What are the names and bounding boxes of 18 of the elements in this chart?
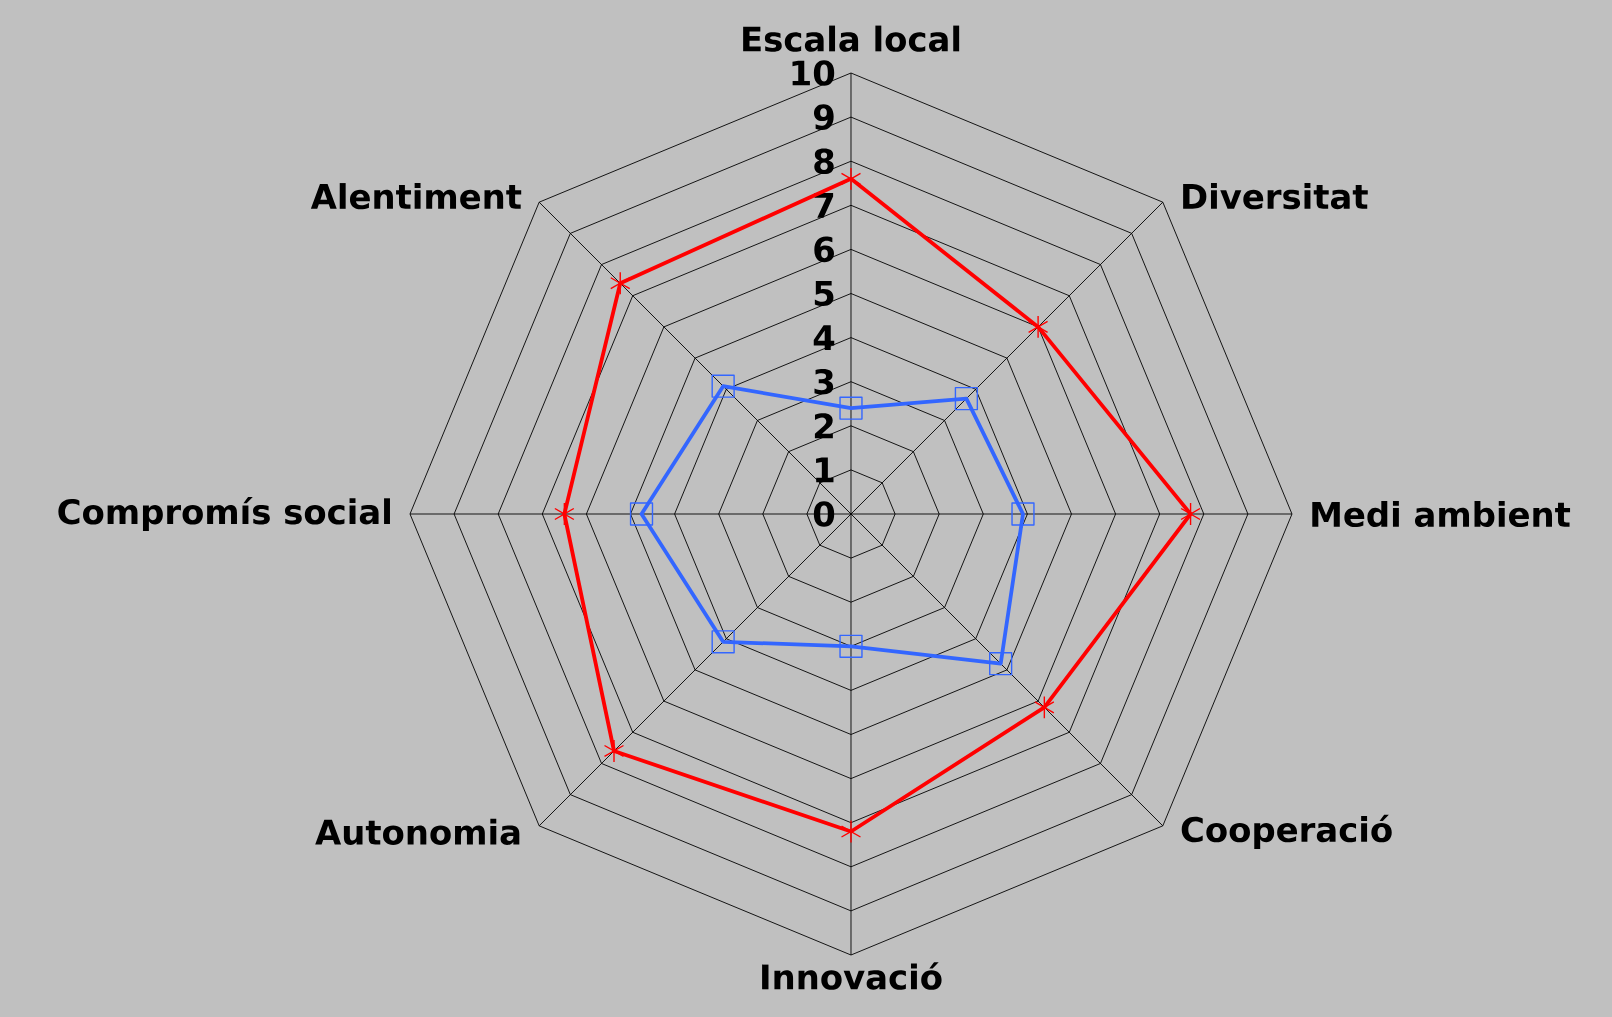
spoke-label: Cooperació xyxy=(1181,814,1392,849)
spoke-label: Compromís social xyxy=(58,496,390,532)
y-tick-label: 8 xyxy=(814,148,834,175)
spoke-label: Autonomia xyxy=(315,818,520,845)
y-tick-label: 3 xyxy=(814,368,834,395)
spoke-label: Diversitat xyxy=(1183,183,1368,210)
spoke-label: Escala local xyxy=(743,25,960,52)
y-tick-label: 5 xyxy=(814,280,834,307)
y-tick-label: 9 xyxy=(813,104,834,130)
spoke-label: Medi ambient xyxy=(1312,500,1571,528)
spoke-label: Innovació xyxy=(762,962,942,990)
y-tick-label: 4 xyxy=(813,325,835,350)
y-tick-label: 10 xyxy=(792,60,835,86)
y-tick-label: 6 xyxy=(814,236,834,263)
y-tick-label: 2 xyxy=(814,413,833,439)
y-tick-label: 1 xyxy=(816,457,834,483)
spoke-label: Alentiment xyxy=(310,183,522,210)
y-tick-label: 0 xyxy=(813,501,835,527)
